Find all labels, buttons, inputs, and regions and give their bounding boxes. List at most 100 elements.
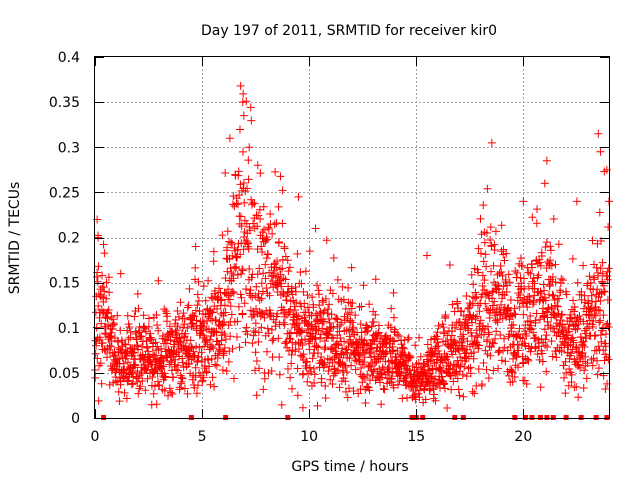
data-point [222, 290, 231, 299]
data-point [411, 341, 420, 350]
data-point [223, 227, 232, 236]
data-point [287, 350, 296, 359]
data-point [185, 359, 194, 368]
data-point [474, 344, 483, 353]
data-point [406, 353, 415, 362]
data-point [320, 358, 329, 367]
data-point [522, 331, 531, 340]
data-point [269, 334, 278, 343]
data-point [218, 320, 227, 329]
data-point [160, 305, 169, 314]
data-point [556, 316, 565, 325]
data-point [168, 390, 177, 399]
data-point [199, 323, 208, 332]
data-point [199, 373, 208, 382]
data-point [344, 298, 353, 307]
data-point [494, 348, 503, 357]
data-point-zero [285, 415, 291, 420]
data-point [523, 303, 532, 312]
data-point [324, 305, 333, 314]
data-point [277, 400, 286, 409]
data-point [325, 319, 334, 328]
data-point [471, 314, 480, 323]
data-point [256, 169, 265, 178]
data-point [198, 326, 207, 335]
data-point [187, 319, 196, 328]
data-point-zero [604, 415, 610, 420]
data-point [183, 323, 192, 332]
data-point [451, 323, 460, 332]
data-point [421, 395, 430, 404]
data-point [549, 291, 558, 300]
data-point [107, 328, 116, 337]
data-point [102, 294, 111, 303]
data-point [348, 325, 357, 334]
data-point [498, 290, 507, 299]
data-point-zero [544, 415, 550, 420]
data-point [223, 243, 232, 252]
data-point [202, 368, 211, 377]
data-point-peak [236, 81, 245, 90]
data-point [265, 311, 274, 320]
data-point [207, 355, 216, 364]
data-point [317, 352, 326, 361]
data-point [278, 219, 287, 228]
y-tick-label: 0.05 [49, 366, 80, 382]
data-point [486, 267, 495, 276]
data-point [454, 385, 463, 394]
data-point [559, 361, 568, 370]
data-point [573, 361, 582, 370]
data-point [259, 269, 268, 278]
data-point [415, 393, 424, 402]
data-point [560, 323, 569, 332]
data-point [97, 379, 106, 388]
data-point [455, 318, 464, 327]
data-point [316, 330, 325, 339]
data-point [386, 323, 395, 332]
data-point [136, 382, 145, 391]
data-point [561, 389, 570, 398]
data-point [121, 340, 130, 349]
data-point [603, 275, 612, 284]
data-point [294, 344, 303, 353]
data-point [389, 288, 398, 297]
data-point [466, 369, 475, 378]
data-point [190, 351, 199, 360]
data-point [91, 373, 100, 382]
data-point [569, 338, 578, 347]
data-point [115, 397, 124, 406]
data-point [166, 335, 175, 344]
data-point [523, 317, 532, 326]
data-point [321, 394, 330, 403]
data-point [191, 363, 200, 372]
data-point [343, 393, 352, 402]
data-point [528, 277, 537, 286]
data-point [415, 333, 424, 342]
data-point [244, 244, 253, 253]
data-point [273, 309, 282, 318]
data-point [93, 277, 102, 286]
data-point [564, 327, 573, 336]
data-point [558, 276, 567, 285]
data-point-peak [311, 224, 320, 233]
data-point [232, 262, 241, 271]
data-point [138, 376, 147, 385]
data-point [449, 377, 458, 386]
data-point [453, 374, 462, 383]
data-point [572, 382, 581, 391]
data-point [144, 347, 153, 356]
data-point [531, 334, 540, 343]
data-point [130, 312, 139, 321]
data-point-peak [540, 179, 549, 188]
data-point [184, 301, 193, 310]
data-point [460, 353, 469, 362]
data-point [536, 287, 545, 296]
data-point [236, 290, 245, 299]
data-point-zero [563, 415, 569, 420]
gridlines [95, 57, 609, 418]
data-point [363, 382, 372, 391]
data-point [466, 301, 475, 310]
data-point [160, 373, 169, 382]
data-point [234, 200, 243, 209]
data-point [576, 333, 585, 342]
